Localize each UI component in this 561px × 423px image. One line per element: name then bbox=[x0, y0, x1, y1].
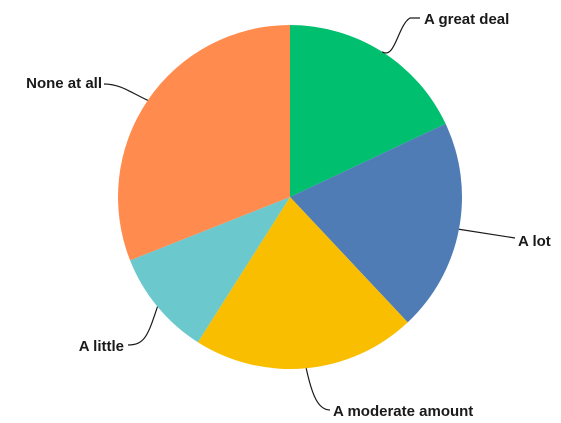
pie-slice-none-at-all bbox=[118, 25, 291, 261]
pie-slice-a-great-deal bbox=[290, 25, 446, 197]
leader-line-none-at-all bbox=[103, 83, 148, 101]
slice-label-a-great-deal: A great deal bbox=[424, 11, 509, 28]
slice-label-none-at-all: None at all bbox=[26, 75, 102, 92]
leader-line-a-great-deal bbox=[381, 17, 420, 54]
pie-slice-a-little bbox=[130, 197, 290, 343]
leader-line-a-lot bbox=[458, 228, 516, 239]
slice-labels: A great deal A lot A moderate amount A litt… bbox=[26, 11, 551, 420]
leader-line-a-moderate-amount bbox=[305, 368, 331, 411]
slice-label-a-lot: A lot bbox=[518, 233, 551, 250]
pie-slices bbox=[118, 25, 462, 369]
leader-lines bbox=[103, 17, 516, 411]
pie-slice-a-lot bbox=[290, 123, 462, 323]
slice-label-a-little: A little bbox=[79, 338, 124, 355]
leader-line-a-little bbox=[127, 306, 159, 346]
slice-label-a-moderate-amount: A moderate amount bbox=[333, 403, 473, 420]
pie-slice-a-moderate-amount bbox=[197, 197, 408, 369]
